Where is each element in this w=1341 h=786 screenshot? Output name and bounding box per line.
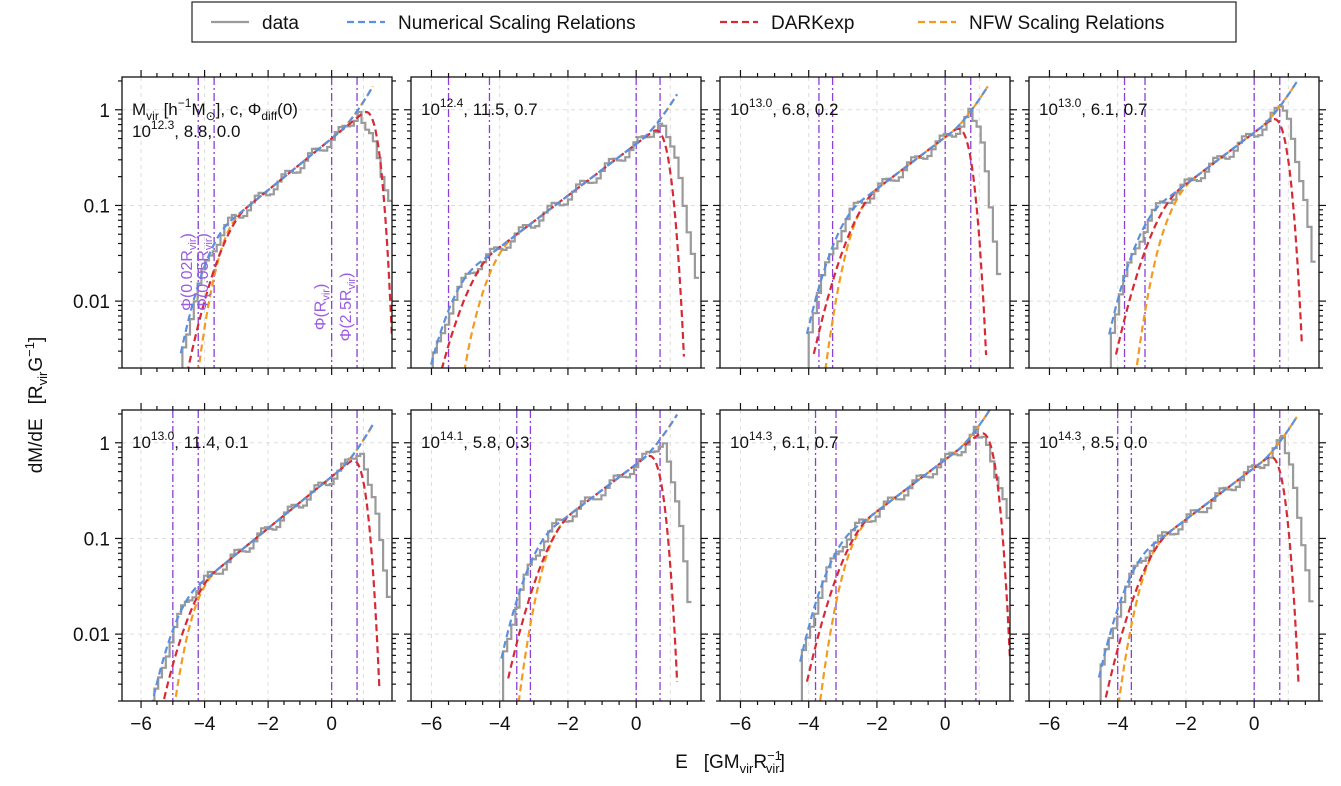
legend-label-data: data	[262, 13, 299, 34]
x-tick-label: −2	[1175, 714, 1197, 735]
y-axis-label: dM/dE[RvirG−1]	[22, 337, 50, 474]
panel-frame	[121, 76, 393, 369]
x-tick-label: −6	[421, 714, 443, 735]
panel-3: 1013.0, 6.8, 0.2	[713, 70, 1017, 375]
x-tick-label: −6	[130, 714, 152, 735]
x-tick-label: −4	[489, 714, 511, 735]
data-curve	[1109, 105, 1316, 368]
y-tick-label: 0.1	[84, 529, 110, 550]
numerical-curve	[1097, 416, 1298, 678]
numerical-curve	[1108, 81, 1298, 335]
panel-frame	[1028, 409, 1320, 702]
panel-params: 1014.3, 8.5, 0.0	[1039, 429, 1147, 452]
x-tick-label: −4	[194, 714, 216, 735]
panel-params: 1012.4, 11.5, 0.7	[421, 96, 538, 119]
panel-frame	[121, 409, 393, 702]
x-tick-label: 0	[940, 714, 951, 735]
panel-5: −6 −4 −2 0 0.01 0.1 1 1013.0, 11.4, 0.1	[73, 403, 399, 735]
darkexp-curve	[1104, 455, 1300, 698]
legend-label-nfw: NFW Scaling Relations	[969, 13, 1164, 34]
panel-header: Mvir [h−1M⊙], c, Φdiff(0)	[132, 96, 298, 123]
panel-frame	[410, 76, 702, 369]
darkexp-curve	[1114, 117, 1303, 355]
x-tick-label: 0	[631, 714, 642, 735]
numerical-curve	[799, 410, 991, 662]
x-tick-label: −4	[1107, 714, 1129, 735]
numerical-curve	[179, 85, 374, 354]
y-tick-label: 1	[99, 434, 110, 455]
vline-label-1: Φ(0.02Rvir)	[179, 233, 199, 311]
legend: data Numerical Scaling Relations DARKexp…	[191, 1, 1237, 43]
data-curve	[1099, 434, 1314, 701]
x-tick-label: 0	[1249, 714, 1260, 735]
panel-2: 1012.4, 11.5, 0.7	[404, 70, 708, 375]
x-tick-label: −2	[866, 714, 888, 735]
x-tick-label: −2	[257, 714, 279, 735]
x-axis-label: E [GMvirR−1 vir]	[675, 748, 785, 776]
numerical-curve	[805, 85, 989, 335]
panel-frame	[410, 409, 702, 702]
legend-label-numerical: Numerical Scaling Relations	[398, 13, 636, 34]
data-curve	[153, 452, 391, 701]
panel-frame	[719, 76, 1011, 369]
nfw-curve	[819, 410, 992, 701]
vline-label-4: Φ(2.5Rvir)	[338, 273, 358, 342]
panel-7: −6 −4 −2 0 1014.3, 6.1, 0.7	[713, 403, 1017, 735]
data-curve	[181, 110, 392, 368]
panel-params: 1013.0, 6.1, 0.7	[1039, 96, 1147, 119]
x-tick-label: −4	[798, 714, 820, 735]
darkexp-curve	[507, 454, 679, 683]
y-tick-label: 0.1	[84, 196, 110, 217]
panel-6: −6 −4 −2 0 1014.1, 5.8, 0.3	[404, 403, 708, 735]
darkexp-curve	[812, 127, 988, 356]
numerical-curve	[151, 423, 374, 701]
panel-params: 1012.3, 8.8, 0.0	[132, 118, 240, 141]
panel-params: 1014.1, 5.8, 0.3	[421, 429, 529, 452]
darkexp-curve	[187, 110, 392, 368]
x-tick-label: −6	[730, 714, 752, 735]
nfw-curve	[517, 414, 679, 701]
data-curve	[807, 107, 1002, 368]
panel-params: 1014.3, 6.1, 0.7	[730, 429, 838, 452]
data-curve	[427, 122, 699, 368]
panel-8: −6 −4 −2 0 1014.3, 8.5, 0.0	[1022, 403, 1326, 735]
y-tick-label: 0.01	[73, 292, 110, 313]
vline-label-3: Φ(Rvir)	[313, 284, 333, 331]
panel-4: 1013.0, 6.1, 0.7	[1022, 70, 1326, 375]
numerical-curve	[500, 414, 679, 659]
x-tick-label: 0	[326, 714, 337, 735]
x-tick-label: −6	[1039, 714, 1061, 735]
darkexp-curve	[162, 459, 381, 701]
panel-params: 1013.0, 11.4, 0.1	[132, 429, 249, 452]
nfw-curve	[1135, 81, 1298, 368]
panel-frame	[1028, 76, 1320, 369]
y-tick-label: 1	[99, 101, 110, 122]
numerical-curve	[429, 93, 679, 368]
vline-label-2: Φ(0.05Rvir)	[195, 233, 215, 311]
x-tick-label: −2	[557, 714, 579, 735]
data-curve	[502, 442, 692, 701]
panel-params: 1013.0, 6.8, 0.2	[730, 96, 838, 119]
y-tick-label: 0.01	[73, 625, 110, 646]
panel-frame	[719, 409, 1011, 702]
legend-label-darkexp: DARKexp	[771, 13, 854, 34]
